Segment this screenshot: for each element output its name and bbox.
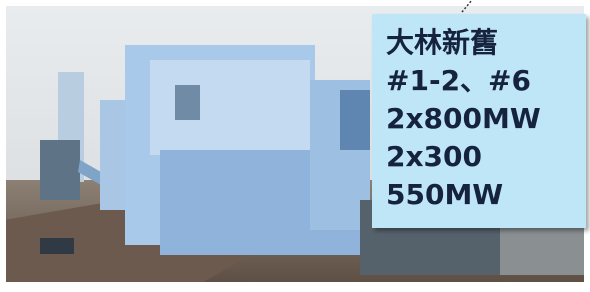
- callout-line: 2x300: [386, 140, 482, 173]
- building-upper: [150, 60, 310, 155]
- duct: [175, 85, 200, 120]
- vehicle: [40, 238, 74, 254]
- right-duct: [340, 90, 370, 150]
- left-structure: [40, 140, 80, 200]
- scene: 大林新舊 #1-2、#6 2x800MW 2x300 550MW: [0, 0, 590, 288]
- callout-line: 大林新舊: [386, 26, 498, 59]
- callout-line: 550MW: [386, 178, 503, 211]
- callout-line: 2x800MW: [386, 102, 541, 135]
- equipment-right: [500, 225, 586, 275]
- page: 大林新舊 #1-2、#6 2x800MW 2x300 550MW (() => …: [0, 0, 590, 288]
- callout-line: #1-2、#6: [386, 64, 531, 97]
